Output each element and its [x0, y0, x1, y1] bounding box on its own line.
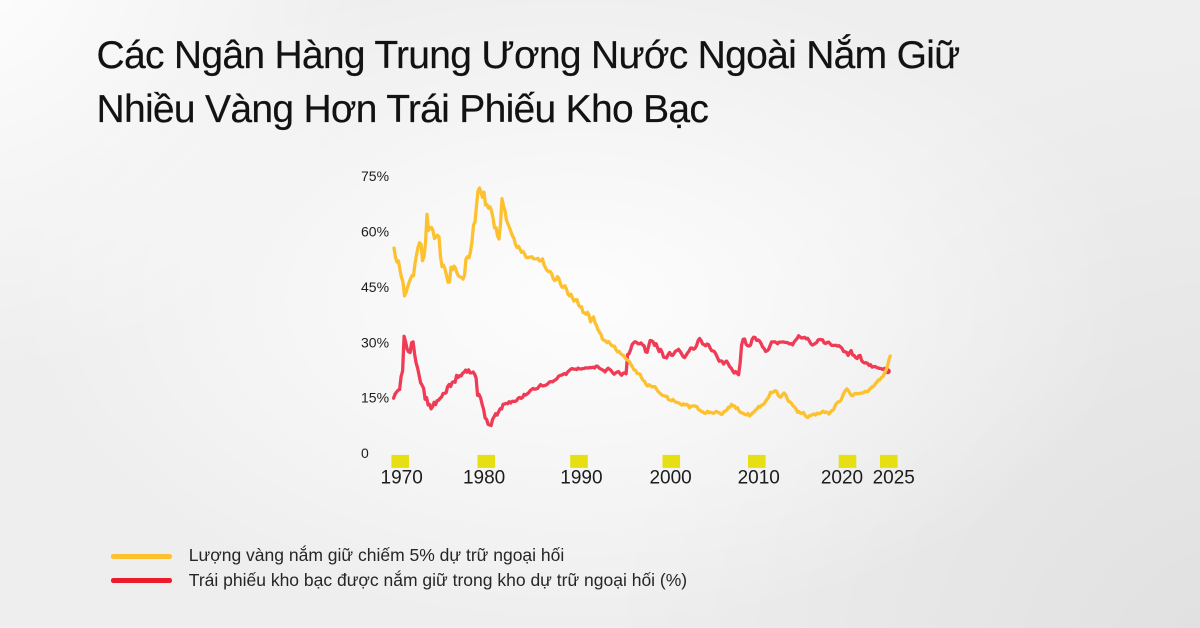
svg-text:1990: 1990	[560, 468, 602, 489]
svg-text:2020: 2020	[821, 468, 863, 489]
svg-text:2010: 2010	[738, 468, 780, 489]
svg-text:1970: 1970	[381, 468, 423, 489]
svg-text:75%: 75%	[361, 168, 389, 184]
svg-text:2025: 2025	[873, 468, 915, 489]
svg-text:30%: 30%	[361, 334, 389, 350]
svg-text:15%: 15%	[361, 390, 389, 406]
svg-text:2000: 2000	[649, 468, 691, 489]
svg-text:45%: 45%	[361, 279, 389, 295]
svg-text:0: 0	[361, 445, 369, 461]
svg-text:60%: 60%	[361, 223, 389, 239]
svg-text:1980: 1980	[463, 468, 505, 489]
